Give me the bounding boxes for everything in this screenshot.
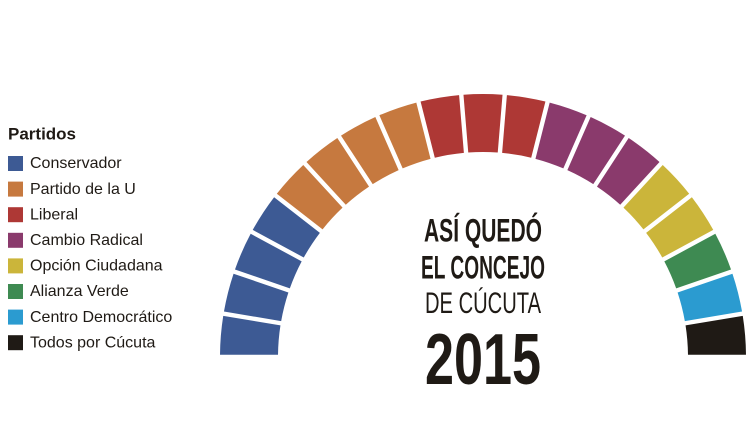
legend-label: Cambio Radical <box>30 232 143 249</box>
title-line: EL CONCEJO <box>421 249 545 285</box>
legend-swatch <box>8 207 23 223</box>
seat-group <box>664 233 732 289</box>
legend-label: Partido de la U <box>30 181 136 198</box>
legend-swatch <box>8 309 23 325</box>
legend-label: Alianza Verde <box>30 283 129 300</box>
legend-swatch <box>8 156 23 171</box>
legend-swatch <box>8 232 23 248</box>
legend-label: Liberal <box>30 206 78 223</box>
seat-group <box>420 94 546 158</box>
legend-label: Opción Ciudadana <box>30 258 163 275</box>
seat-group <box>623 165 714 258</box>
legend-label: Todos por Cúcuta <box>30 334 156 351</box>
legend-swatch <box>8 258 23 274</box>
title-line: ASÍ QUEDÓ <box>424 212 542 248</box>
legend-title: Partidos <box>8 124 76 143</box>
seat-group <box>677 273 743 322</box>
seat-group <box>220 197 320 355</box>
seat-group <box>276 102 431 230</box>
legend-swatch <box>8 181 23 197</box>
legend-swatch <box>8 284 23 299</box>
seat-group <box>535 102 660 205</box>
legend-swatch <box>8 335 23 351</box>
legend-label: Conservador <box>30 155 122 172</box>
seat-group <box>685 315 746 355</box>
title-line: DE CÚCUTA <box>425 287 541 320</box>
legend-label: Centro Democrático <box>30 309 172 326</box>
year: 2015 <box>425 320 541 400</box>
